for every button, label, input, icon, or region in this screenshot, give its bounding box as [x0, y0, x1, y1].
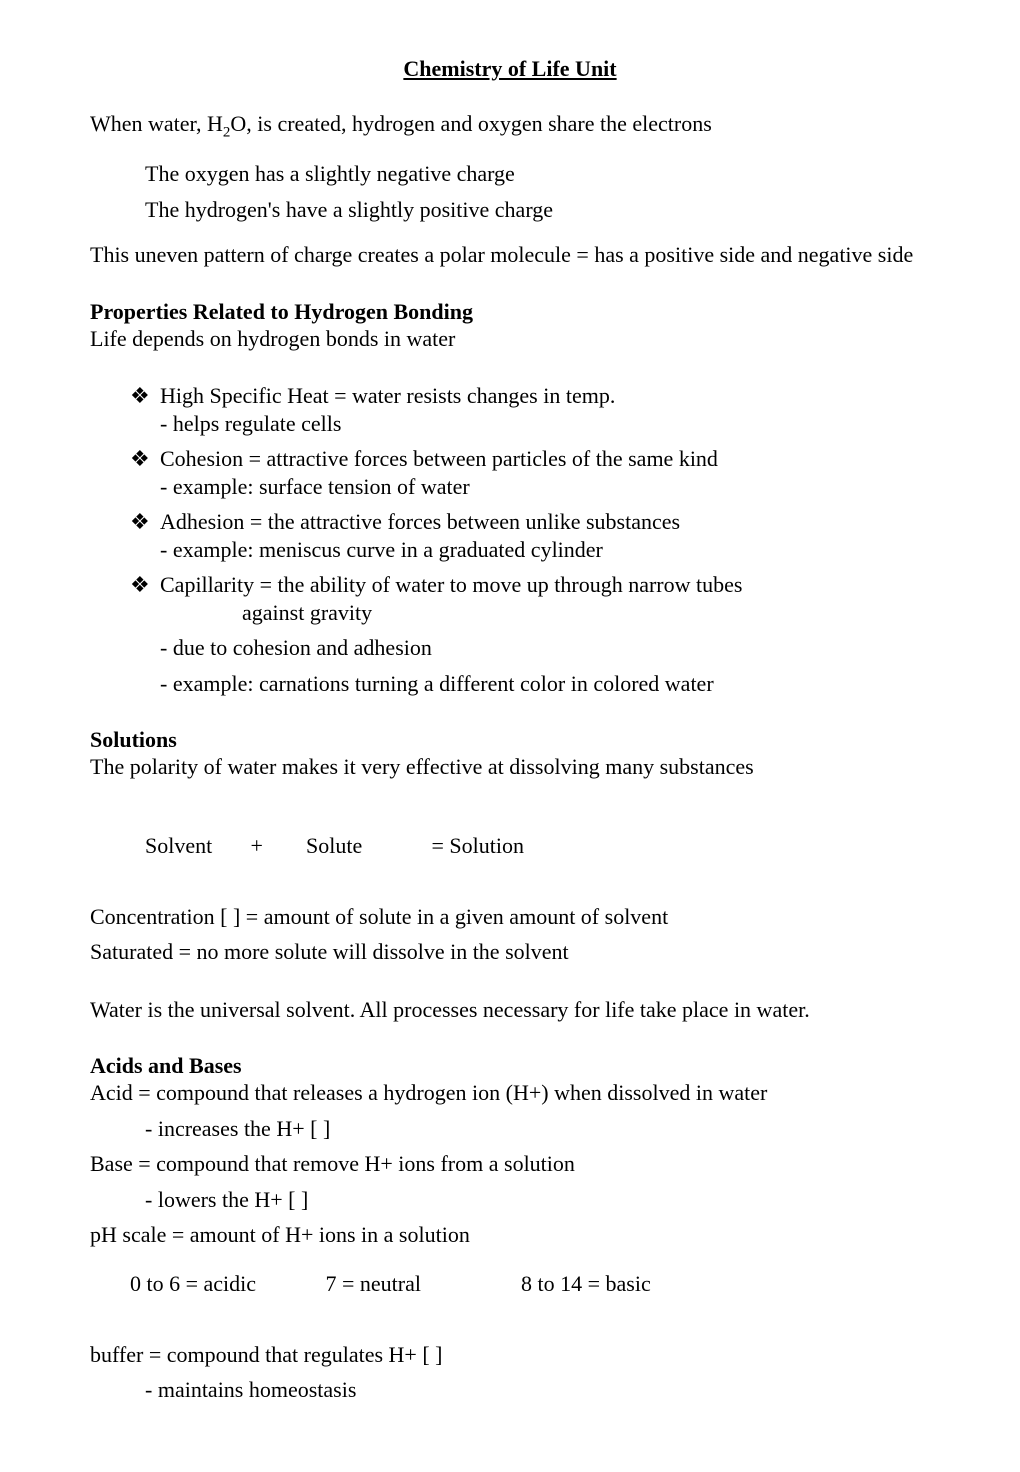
- list-item-sub: - helps regulate cells: [160, 410, 930, 438]
- ph-basic: 8 to 14 = basic: [521, 1271, 651, 1297]
- intro-post: O, is created, hydrogen and oxygen share…: [230, 111, 711, 136]
- capillarity-sub2: - example: carnations turning a differen…: [160, 670, 930, 698]
- diamond-bullet-icon: ❖: [130, 382, 160, 410]
- eq-solvent: Solvent: [145, 833, 245, 859]
- page-title: Chemistry of Life Unit: [90, 56, 930, 82]
- acid-def: Acid = compound that releases a hydrogen…: [90, 1079, 930, 1107]
- base-def: Base = compound that remove H+ ions from…: [90, 1150, 930, 1178]
- list-item-text: Cohesion = attractive forces between par…: [160, 445, 930, 473]
- intro-hydrogen: The hydrogen's have a slightly positive …: [145, 196, 930, 224]
- ph-scale-line: 0 to 6 = acidic 7 = neutral 8 to 14 = ba…: [130, 1271, 930, 1297]
- hbond-sub: Life depends on hydrogen bonds in water: [90, 325, 930, 353]
- buffer-def: buffer = compound that regulates H+ [ ]: [90, 1341, 930, 1369]
- intro-pre: When water, H: [90, 111, 223, 136]
- eq-solute: Solute: [306, 833, 426, 859]
- list-item: ❖ Capillarity = the ability of water to …: [130, 571, 930, 599]
- eq-plus: +: [251, 833, 301, 859]
- universal-solvent: Water is the universal solvent. All proc…: [90, 996, 930, 1024]
- solutions-heading: Solutions: [90, 727, 930, 753]
- list-item-sub: - example: meniscus curve in a graduated…: [160, 536, 930, 564]
- list-item-text: Capillarity = the ability of water to mo…: [160, 571, 930, 599]
- concentration-def: Concentration [ ] = amount of solute in …: [90, 903, 930, 931]
- acid-sub: - increases the H+ [ ]: [145, 1115, 930, 1143]
- hbond-heading: Properties Related to Hydrogen Bonding: [90, 299, 930, 325]
- list-item: ❖ Adhesion = the attractive forces betwe…: [130, 508, 930, 536]
- list-item-text: Adhesion = the attractive forces between…: [160, 508, 930, 536]
- diamond-bullet-icon: ❖: [130, 571, 160, 599]
- solutions-sub: The polarity of water makes it very effe…: [90, 753, 930, 781]
- acids-heading: Acids and Bases: [90, 1053, 930, 1079]
- buffer-sub: - maintains homeostasis: [145, 1376, 930, 1404]
- list-item-text: High Specific Heat = water resists chang…: [160, 382, 930, 410]
- eq-solution: = Solution: [432, 833, 524, 859]
- list-item: ❖ Cohesion = attractive forces between p…: [130, 445, 930, 473]
- document-page: Chemistry of Life Unit When water, H2O, …: [0, 0, 1020, 1472]
- ph-def: pH scale = amount of H+ ions in a soluti…: [90, 1221, 930, 1249]
- capillarity-sub1: - due to cohesion and adhesion: [160, 634, 930, 662]
- base-sub: - lowers the H+ [ ]: [145, 1186, 930, 1214]
- diamond-bullet-icon: ❖: [130, 508, 160, 536]
- saturated-def: Saturated = no more solute will dissolve…: [90, 938, 930, 966]
- solution-equation: Solvent + Solute = Solution: [145, 833, 930, 859]
- list-item: ❖ High Specific Heat = water resists cha…: [130, 382, 930, 410]
- hbond-list: ❖ High Specific Heat = water resists cha…: [130, 382, 930, 697]
- ph-neutral: 7 = neutral: [326, 1271, 516, 1297]
- diamond-bullet-icon: ❖: [130, 445, 160, 473]
- intro-polar: This uneven pattern of charge creates a …: [90, 241, 930, 269]
- list-item-sub: - example: surface tension of water: [160, 473, 930, 501]
- ph-acidic: 0 to 6 = acidic: [130, 1271, 320, 1297]
- intro-line-1: When water, H2O, is created, hydrogen an…: [90, 110, 930, 142]
- intro-oxygen: The oxygen has a slightly negative charg…: [145, 160, 930, 188]
- capillarity-extra: against gravity: [242, 599, 930, 627]
